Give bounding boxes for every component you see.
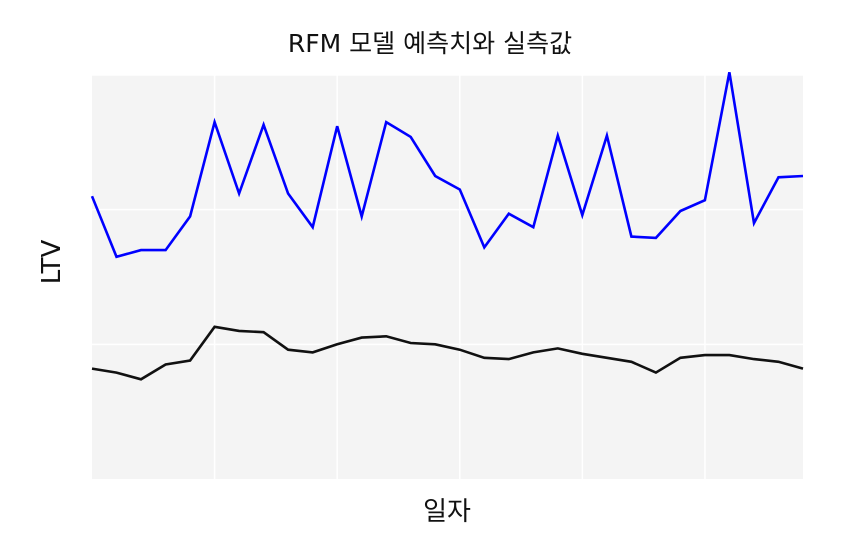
y-axis-label: LTV bbox=[37, 240, 67, 285]
vertical-gridlines bbox=[213, 75, 706, 479]
series-line-2 bbox=[91, 325, 804, 381]
x-axis-label: 일자 bbox=[423, 497, 471, 527]
series-line-1 bbox=[90, 72, 804, 259]
chart-title: RFM 모델 예측치와 실측값 bbox=[288, 29, 572, 58]
series-lines bbox=[90, 72, 804, 381]
plot-background bbox=[92, 75, 803, 479]
